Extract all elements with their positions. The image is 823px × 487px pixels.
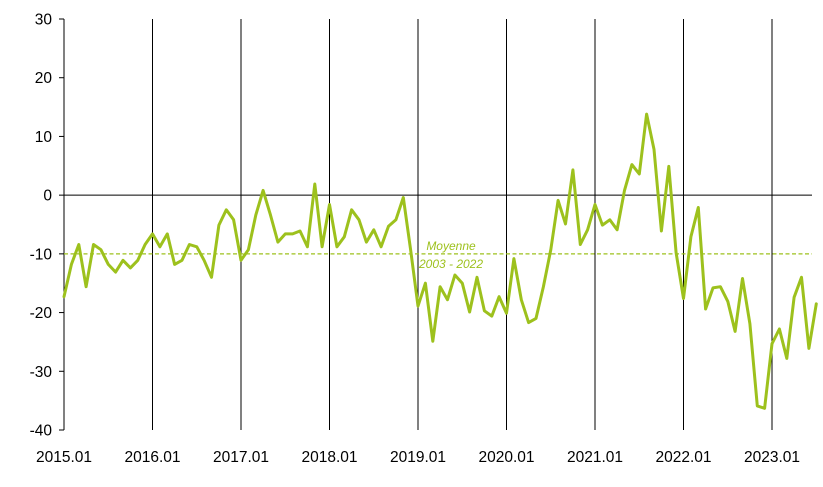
y-tick-label: 0 — [43, 188, 52, 205]
series-line-0 — [62, 112, 818, 410]
x-tick-label: 2016.01 — [124, 449, 180, 466]
x-tick-label: 2019.01 — [390, 449, 446, 466]
x-tick-label: 2021.01 — [567, 449, 623, 466]
x-tick-label: 2018.01 — [301, 449, 357, 466]
y-axis: 30 20 10 0 -10 -20 -30 -40 — [30, 12, 65, 440]
average-label-period: 2003 - 2022 — [418, 257, 483, 271]
y-tick-label: -40 — [30, 423, 53, 440]
y-tick-label: 10 — [35, 129, 53, 146]
average-label-moyenne: Moyenne — [426, 239, 476, 253]
x-tick-label: 2020.01 — [478, 449, 534, 466]
y-tick-label: -20 — [30, 305, 53, 322]
x-axis: 2015.01 2016.01 2017.01 2018.01 2019.01 2020.… — [36, 194, 812, 466]
y-tick-label: 30 — [35, 12, 53, 29]
x-tick-label: 2023.01 — [744, 449, 800, 466]
average-reference-line: Moyenne 2003 - 2022 — [64, 239, 812, 271]
vertical-gridlines — [152, 19, 773, 430]
y-tick-label: 20 — [35, 70, 53, 87]
y-tick-label: -30 — [30, 364, 53, 381]
x-tick-label: 2015.01 — [36, 449, 92, 466]
series-group — [62, 112, 818, 410]
y-tick-label: -10 — [30, 246, 53, 263]
x-tick-label: 2022.01 — [655, 449, 711, 466]
x-tick-label: 2017.01 — [213, 449, 269, 466]
